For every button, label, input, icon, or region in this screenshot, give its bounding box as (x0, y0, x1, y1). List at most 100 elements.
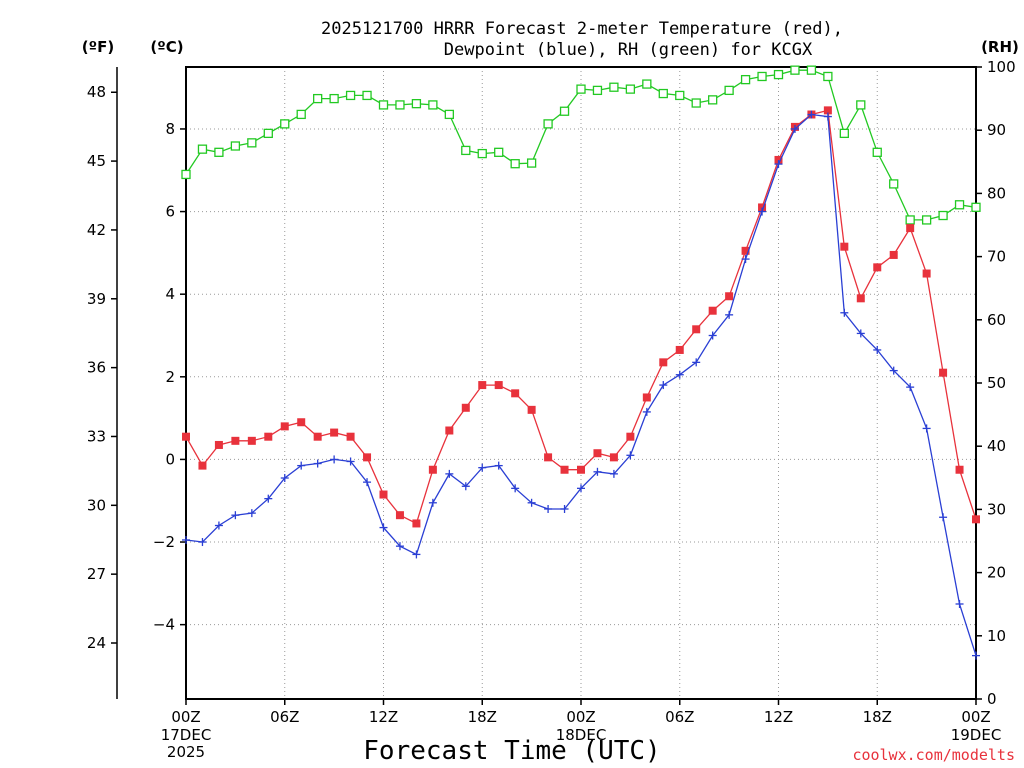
temperature-point (214, 440, 223, 449)
dewpoint-point (939, 513, 948, 522)
temperature-point (659, 358, 668, 367)
x-tick-label: 00Z (566, 708, 595, 726)
x-tick-label: 00Z (171, 708, 200, 726)
temperature-point (922, 269, 931, 278)
rh-point (263, 128, 273, 139)
celsius-tick-label: 4 (165, 285, 175, 303)
dewpoint-point (741, 255, 750, 264)
rh-tick-label: 20 (987, 564, 1006, 582)
temperature-point (412, 519, 421, 528)
rh-point (790, 65, 800, 75)
celsius-tick-label: 8 (165, 120, 175, 138)
temperature-point (346, 432, 355, 441)
x-tick-label: 18Z (863, 708, 892, 726)
date-label: 19DEC (951, 726, 1002, 744)
dewpoint-point (807, 110, 816, 119)
rh-point (642, 79, 652, 89)
x-tick-label: 06Z (665, 708, 694, 726)
rh-point (345, 90, 356, 101)
rh-point (740, 74, 751, 85)
temperature-point (544, 453, 553, 462)
rh-tick-label: 80 (987, 184, 1006, 202)
rh-point (889, 179, 899, 189)
rh-point (971, 202, 981, 212)
rh-point (395, 100, 405, 110)
dewpoint-point (609, 469, 618, 478)
rh-point (658, 88, 668, 99)
fahrenheit-tick-label: 42 (87, 221, 106, 239)
data-series (181, 65, 981, 660)
celsius-unit-label: (ºC) (150, 38, 183, 56)
dewpoint-point (313, 459, 322, 468)
dewpoint-point (264, 494, 273, 503)
rh-point (181, 169, 191, 180)
rh-point (526, 158, 537, 168)
series-line (185, 109, 977, 525)
rh-point (543, 119, 553, 129)
fahrenheit-tick-label: 27 (87, 565, 106, 583)
rh-point (247, 138, 257, 148)
rh-tick-label: 70 (987, 248, 1006, 266)
dewpoint-point (198, 538, 207, 547)
rh-point (510, 159, 520, 169)
rh-point (806, 65, 817, 75)
rh-tick-label: 90 (987, 121, 1006, 139)
dewpoint-point (346, 457, 355, 466)
temperature-point (379, 490, 388, 499)
temperature-point (560, 465, 569, 474)
dewpoint-point (182, 535, 190, 544)
temperature-point (889, 250, 898, 259)
dewpoint-point (790, 124, 799, 133)
rh-point (724, 85, 734, 96)
temperature-point (955, 465, 964, 474)
series-rh (181, 65, 981, 225)
dewpoint-point (774, 160, 783, 169)
rh-tick-label: 30 (987, 500, 1006, 518)
rh-point (757, 71, 767, 82)
dewpoint-point (412, 550, 421, 559)
series-temperature (182, 106, 980, 528)
temperature-point (873, 263, 882, 272)
date-label: 18DEC (556, 726, 607, 744)
dewpoint-point (478, 463, 487, 472)
temperature-point (264, 432, 273, 441)
dewpoint-point (395, 542, 404, 551)
rh-point (280, 119, 290, 129)
rh-point (708, 95, 718, 105)
rh-unit-label: (RH) (981, 38, 1019, 56)
fahrenheit-tick-label: 39 (87, 290, 106, 308)
dewpoint-point (692, 358, 701, 367)
temperature-point (511, 389, 520, 398)
dewpoint-point (280, 474, 289, 483)
dewpoint-point (560, 504, 569, 513)
celsius-tick-label: 0 (165, 450, 175, 468)
rh-tick-label: 60 (987, 311, 1006, 329)
rh-point (691, 98, 701, 108)
fahrenheit-unit-label: (ºF) (82, 38, 114, 56)
temperature-point (856, 294, 865, 303)
x-tick-label: 06Z (270, 708, 299, 726)
rh-point (378, 100, 389, 110)
x-tick-label: 12Z (369, 708, 398, 726)
dewpoint-point (214, 521, 223, 530)
temperature-point (939, 368, 948, 377)
temperature-point (445, 426, 454, 435)
rh-point (197, 144, 208, 154)
dewpoint-point (840, 308, 849, 317)
rh-tick-label: 10 (987, 627, 1006, 645)
dewpoint-point (906, 383, 915, 392)
dewpoint-point (922, 424, 931, 433)
rh-point (773, 69, 784, 80)
rh-tick-label: 50 (987, 374, 1006, 392)
dewpoint-point (379, 523, 388, 532)
rh-point (214, 147, 224, 157)
temperature-point (609, 453, 618, 462)
dewpoint-point (823, 112, 832, 121)
dewpoint-point (675, 370, 684, 379)
date-label: 17DEC (161, 726, 212, 744)
rh-point (494, 147, 504, 157)
temperature-point (478, 381, 487, 390)
x-tick-label: 12Z (764, 708, 793, 726)
